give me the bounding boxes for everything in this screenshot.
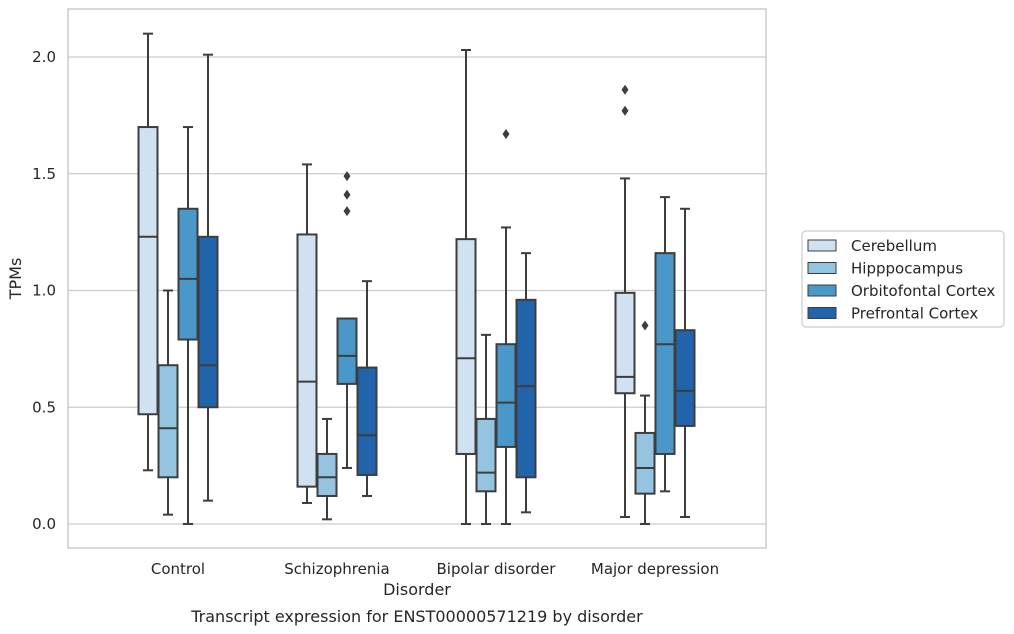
box-body [177, 207, 199, 341]
box-2-3 [654, 196, 676, 493]
box-body [455, 238, 477, 455]
legend-label: Cerebellum [851, 237, 937, 255]
x-tick-label: Bipolar disorder [437, 560, 557, 578]
outlier-point [343, 206, 351, 217]
box-2-0 [177, 126, 199, 525]
box-body [296, 233, 318, 488]
box-1-0 [157, 289, 179, 516]
box-2-1 [336, 171, 358, 469]
outlier-point [343, 189, 351, 200]
plot-frame [67, 8, 767, 549]
box-2-2 [495, 129, 517, 525]
box-body [634, 431, 656, 495]
legend-swatch [807, 262, 837, 274]
y-tick-labels: 0.0 0.5 1.0 1.5 2.0 [32, 48, 56, 533]
legend-item: Hipppocampus [807, 260, 963, 278]
x-tick-label: Major depression [591, 560, 719, 578]
y-tick-label: 2.0 [32, 48, 56, 66]
x-tick-label: Control [151, 560, 205, 578]
box-body [316, 452, 338, 497]
box-body [495, 343, 517, 448]
legend-item: Prefrontal Cortex [807, 305, 978, 323]
box-1-3 [634, 320, 656, 525]
box-1-2 [475, 333, 497, 525]
y-tick-label: 0.0 [32, 515, 56, 533]
box-0-2 [455, 48, 477, 525]
box-body [137, 126, 159, 416]
legend-swatch [807, 307, 837, 319]
box-1-1 [316, 417, 338, 521]
box-body [654, 252, 676, 455]
outlier-point [502, 129, 510, 140]
box-3-0 [197, 53, 219, 502]
outlier-point [621, 105, 629, 116]
box-body [157, 364, 179, 479]
y-tick-label: 1.0 [32, 282, 56, 300]
box-body [197, 235, 219, 409]
outlier-point [641, 320, 649, 331]
legend-frame [801, 230, 1005, 328]
y-axis-label: TPMs [6, 258, 25, 301]
box-3-2 [515, 252, 537, 514]
box-0-3 [614, 84, 636, 518]
x-axis-label: Disorder [383, 580, 451, 599]
y-tick-label: 0.5 [32, 398, 56, 416]
box-body [614, 291, 636, 395]
box-body [674, 329, 696, 427]
box-0-0 [137, 32, 159, 472]
x-tick-label: Schizophrenia [284, 560, 389, 578]
outlier-point [343, 171, 351, 182]
legend-item: Orbitofontal Cortex [807, 282, 995, 300]
box-0-1 [296, 163, 318, 504]
box-body [356, 366, 378, 476]
legend-label: Orbitofontal Cortex [851, 282, 995, 300]
box-groups [137, 32, 696, 525]
box-3-3 [674, 207, 696, 518]
outlier-point [621, 84, 629, 95]
y-tick-label: 1.5 [32, 165, 56, 183]
legend-label: Hipppocampus [851, 260, 963, 278]
box-body [475, 417, 497, 493]
legend-swatch [807, 284, 837, 297]
x-tick-labels: Control Schizophrenia Bipolar disorder Majo… [151, 560, 719, 578]
box-body [515, 298, 537, 479]
box-body [336, 317, 358, 385]
legend: Cerebellum Hipppocampus Orbitofontal Corte… [801, 230, 1005, 328]
box-3-1 [356, 280, 378, 497]
legend-swatch [807, 239, 837, 252]
chart-caption: Transcript expression for ENST0000057121… [190, 607, 643, 626]
legend-item: Cerebellum [807, 237, 937, 255]
legend-label: Prefrontal Cortex [851, 305, 978, 323]
